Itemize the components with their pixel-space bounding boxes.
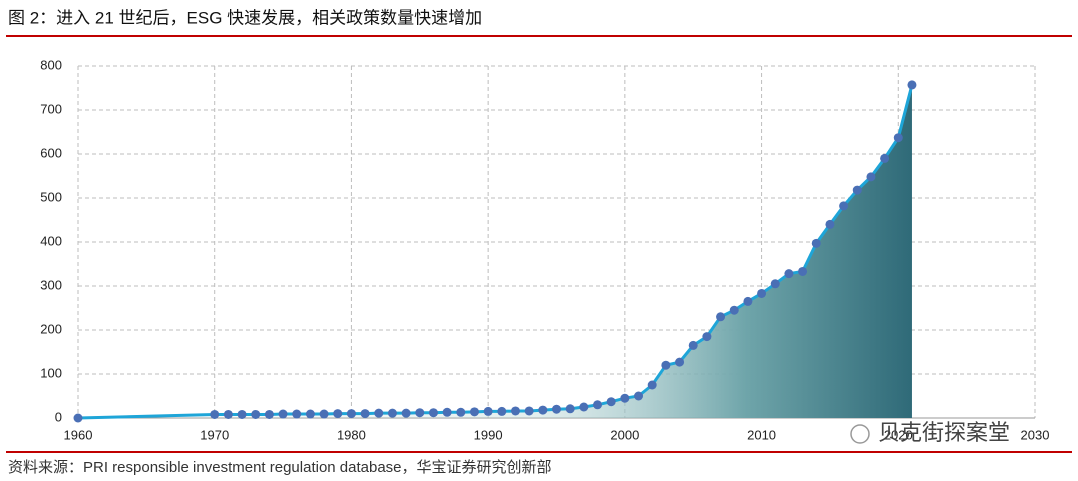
marker	[893, 133, 903, 143]
chart-title: 图 2：进入 21 世纪后，ESG 快速发展，相关政策数量快速增加	[8, 8, 482, 27]
marker	[866, 172, 876, 182]
y-tick-label: 800	[40, 57, 62, 72]
marker	[880, 153, 890, 163]
x-tick-label: 1970	[200, 427, 229, 442]
marker	[647, 380, 657, 390]
marker	[620, 393, 630, 403]
marker	[374, 408, 384, 418]
marker	[907, 80, 917, 90]
y-tick-label: 500	[40, 189, 62, 204]
marker	[73, 413, 83, 423]
marker	[798, 266, 808, 276]
y-tick-label: 600	[40, 145, 62, 160]
x-tick-label: 1960	[64, 427, 93, 442]
marker	[852, 185, 862, 195]
x-tick-label: 2010	[747, 427, 776, 442]
marker	[483, 406, 493, 416]
marker	[237, 409, 247, 419]
source: 资料来源：PRI responsible investment regulati…	[8, 459, 552, 476]
marker	[757, 288, 767, 298]
marker	[811, 238, 821, 248]
marker	[210, 409, 220, 419]
marker	[497, 406, 507, 416]
marker	[442, 407, 452, 417]
marker	[333, 409, 343, 419]
y-tick-label: 300	[40, 277, 62, 292]
marker	[552, 404, 561, 414]
marker	[360, 409, 370, 419]
marker	[305, 409, 315, 419]
marker	[688, 340, 698, 350]
marker	[606, 397, 616, 407]
marker	[675, 357, 685, 367]
x-tick-label: 2030	[1021, 427, 1050, 442]
marker	[593, 400, 603, 410]
marker	[264, 409, 274, 419]
marker	[743, 296, 753, 306]
marker	[510, 406, 520, 416]
marker	[415, 408, 425, 418]
y-tick-label: 200	[40, 321, 62, 336]
y-tick-label: 0	[55, 409, 62, 424]
marker	[456, 407, 466, 417]
y-tick-label: 700	[40, 101, 62, 116]
y-tick-label: 400	[40, 233, 62, 248]
marker	[387, 408, 397, 418]
marker	[565, 404, 575, 414]
x-tick-label: 1990	[474, 427, 503, 442]
marker	[469, 407, 479, 417]
marker	[278, 409, 288, 419]
marker	[729, 305, 739, 315]
area	[78, 84, 912, 419]
marker	[661, 360, 671, 370]
watermark-icon	[850, 424, 870, 444]
marker	[784, 269, 794, 279]
marker	[401, 408, 411, 418]
y-tick-label: 100	[40, 365, 62, 380]
marker	[292, 409, 302, 419]
x-tick-label: 1980	[337, 427, 366, 442]
marker	[702, 332, 712, 342]
x-tick-label: 2000	[610, 427, 639, 442]
watermark: 贝克街探案堂	[878, 420, 1010, 445]
marker	[319, 409, 329, 419]
marker	[716, 312, 726, 322]
marker	[223, 409, 233, 419]
marker	[825, 219, 835, 229]
marker	[428, 408, 438, 418]
marker	[538, 405, 548, 415]
marker	[634, 391, 644, 401]
marker	[251, 409, 261, 419]
marker	[346, 409, 356, 419]
marker	[524, 406, 534, 416]
marker	[839, 201, 849, 211]
marker	[579, 402, 589, 412]
marker	[770, 279, 780, 289]
x-tick-label: 2020	[884, 427, 913, 442]
